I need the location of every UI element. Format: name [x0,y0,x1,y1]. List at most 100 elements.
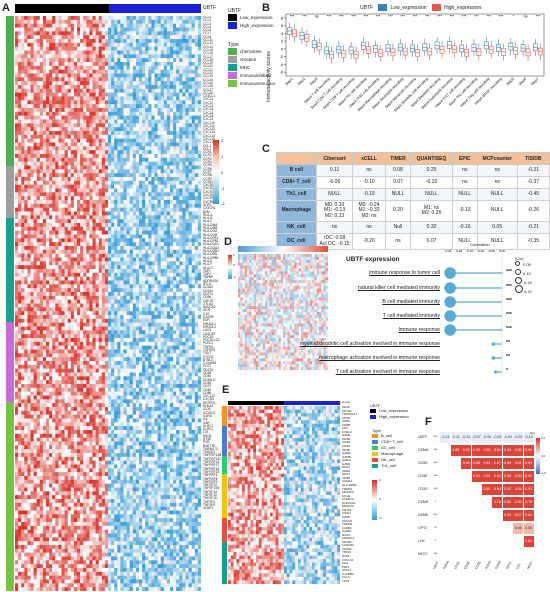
gene-label: GZMK [342,433,351,438]
corr-cell: 0.90 [502,471,513,482]
gene-label: FCER1A [342,497,354,502]
corr-tick: -0.25 [445,249,452,253]
panel-d-corr-label: Correlation [470,242,490,247]
table-header: Cibersort [315,152,354,165]
gene-label: TNFRSF8 [203,476,218,481]
gene-label: CD276 [203,367,213,372]
lollipop-point [444,267,456,279]
scale-tick: 0.0 [541,454,546,458]
gene-label: TNFSF4 [203,499,216,504]
gene-label: PRF1 [342,564,350,569]
gene-label: TNFRSF13B [203,453,222,458]
gene-label: CCL23 [203,74,213,79]
gene-label: CTLA4 [203,301,213,306]
panel-a-group-bar-high [109,4,201,13]
panel-c-table: Cibersort xCELL TIMER QUANTISEQ EPIC MCP… [276,152,550,250]
ytick-label: -6 [279,70,283,75]
gene-label: CD226 [342,546,352,551]
gene-label: CD163 [342,507,352,512]
gene-label: CCR7 [203,169,212,174]
panel-c-label: C [262,143,270,155]
corr-tick: -0.10 [477,249,484,253]
table-cell: -0.45 [516,188,550,201]
legend-item-chemokine: chemokine [228,48,288,56]
gene-label: KIR2DL3 [203,324,216,329]
gene-label: TNFRSF4 [203,473,218,478]
gene-label: LTA [203,430,209,435]
scale-tick: 0 [379,497,381,501]
xtick-label: Step7 [530,77,539,86]
col-label: UBTF [432,560,440,570]
gene-label: CCL25 [203,80,213,85]
panel-b-boxplot: 8 6 4 2 0 -2 -4 -6 *** Step1 *** Step2 ns Step3 *** Ste… [279,14,545,113]
go-term-label: macrophage activation involved in immune… [319,355,440,361]
panel-a-group-bar [15,4,109,13]
gene-label: FCRL2 [342,429,352,434]
gene-label: CCR9 [203,176,212,181]
corr-cell: 0.50 [523,523,534,534]
col-label: CD3E [463,560,471,570]
panel-e-gene-labels: CD19 CD79A TNFRSF17 CD38 CD8A CD8B CD2 FCRL2 GZM… [342,406,370,584]
panel-e-legend-title: UBTF [370,403,381,408]
gene-label: CD4 [342,561,349,566]
gene-label: CXCL10 [203,120,216,125]
corr-cell: 0.93 [513,445,524,456]
row-header: Macrophage [276,200,317,222]
gene-label: HLA-A [203,212,213,217]
gene-label: HLA-DQA1 [203,242,219,247]
gene-label: CD3D [342,436,351,441]
row-label: GZMA [418,448,429,452]
gene-label: TNFRSF17 [342,412,358,417]
table-cell: 0.07 [384,176,412,189]
sig-label: *** [499,14,504,19]
gene-label: CXCL3 [203,104,214,109]
corr-cell: 0.78 [523,497,534,508]
legend-item-type: CD8+ T_cell [372,439,422,445]
xtick-label: Step6 [518,77,527,86]
gene-label: CXCL10 [342,557,354,562]
gene-label: CCL15 [203,47,213,52]
gene-label: TREM1 [342,486,353,491]
gene-label: KIR2DL1 [203,321,216,326]
gene-label: CCR5 [203,163,212,168]
table-cell: -0.10 [352,176,386,189]
panel-a-label: A [2,2,10,14]
scale-tick: 2 [233,253,235,257]
panel-e-type-strip [222,406,227,584]
table-cell: -0.31 [516,164,550,177]
corr-cell: 0.97 [513,510,524,521]
sig-cell: *** [433,448,438,452]
go-term-label: immune response to tumor cell [369,270,440,276]
gene-label: IDO1 [203,308,211,313]
table-cell: NULL [384,188,412,201]
row-label: CD3G [418,487,428,491]
row-header: NK_cell [276,221,317,234]
table-cell: Null [384,221,412,234]
go-term-label: T cell mediated immunity [382,313,440,319]
table-cell: -0.19 [352,188,386,201]
gene-label: GZMH [342,458,351,463]
panel-d-group-bar [238,246,328,252]
table-header: EPIC [451,152,478,165]
corr-cell: 0.81 [482,471,492,482]
gene-label: B2M [203,209,210,214]
gene-label: CXCL12 [203,394,216,399]
corr-cell: 0.82 [502,497,513,508]
scale-tick: 2 [221,138,224,143]
sig-label: *** [327,14,332,19]
corr-tick: 0.00 [499,249,505,253]
gene-label: XCL2 [203,146,211,151]
panel-a-gene-labels: CCL1 CCL2 CCL3 CCL4 CCL5 CCL7 CCL8 CCL11 CCL13 CC… [203,16,245,591]
gene-label: KIR2DL4 [342,536,355,541]
table-row: B cell 0.11 ns 0.08 0.25 ns ns -0.31 [276,164,550,177]
gene-label: HLA-DMB [203,226,218,230]
ytick-label: 8 [281,15,284,20]
gene-label: CXCL9 [203,117,214,122]
gene-label: CSF1R [203,298,214,303]
gene-label: VSIG4 [342,511,351,516]
gene-label: TNFSF14 [203,489,217,494]
legend-item-type: DC_cell [372,445,422,451]
corr-cell: 0.91 [513,458,524,469]
panel-e-heatmap [228,406,340,584]
panel-d-heatmap [238,254,328,370]
